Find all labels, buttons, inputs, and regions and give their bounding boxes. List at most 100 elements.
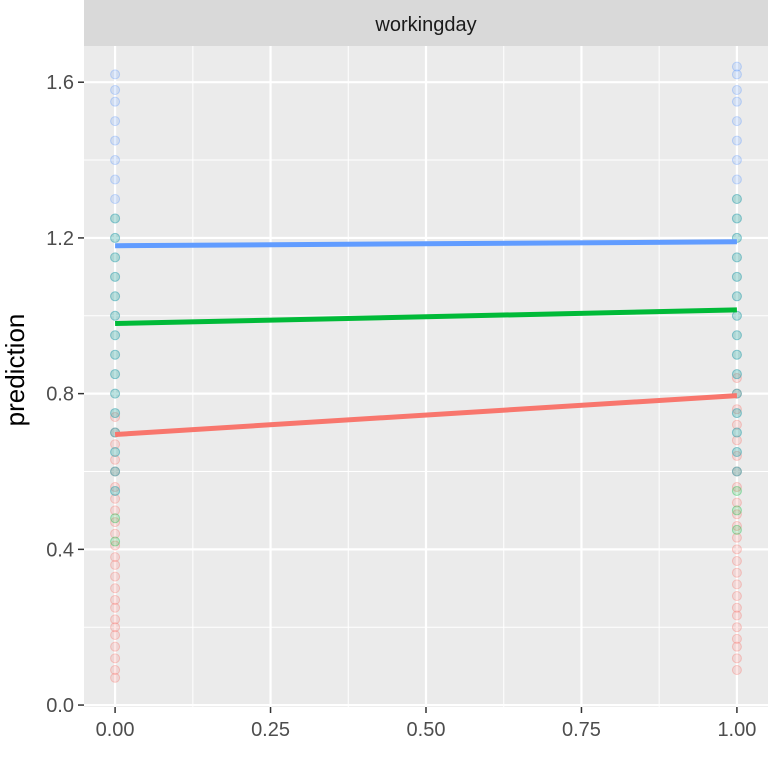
- scatter-point: [731, 556, 742, 567]
- scatter-point: [731, 653, 742, 664]
- scatter-point: [731, 373, 742, 384]
- scatter-point: [110, 330, 121, 341]
- scatter-point: [731, 271, 742, 282]
- scatter-point: [731, 271, 742, 282]
- scatter-point: [731, 482, 742, 493]
- scatter-point: [110, 447, 121, 458]
- scatter-point: [110, 505, 121, 516]
- scatter-point: [731, 532, 742, 543]
- scatter-point: [731, 497, 742, 508]
- scatter-point: [110, 193, 121, 204]
- scatter-point: [731, 252, 742, 263]
- scatter-point: [110, 291, 121, 302]
- x-axis: 0.00 0.25 0.50 0.75 1.00: [96, 707, 756, 741]
- scatter-point: [731, 369, 742, 380]
- scatter-point: [110, 291, 121, 302]
- scatter-point: [110, 271, 121, 282]
- scatter-point: [731, 602, 742, 613]
- scatter-point: [110, 408, 121, 419]
- y-axis: 0.0 0.4 0.8 1.2 1.6: [46, 72, 84, 717]
- scatter-point: [731, 466, 742, 477]
- scatter-point: [110, 629, 121, 640]
- trend-line: [115, 307, 737, 327]
- scatter-point: [731, 252, 742, 263]
- scatter-point: [110, 349, 121, 360]
- x-tick-label: 0.50: [407, 719, 446, 741]
- major-gridlines: [84, 46, 768, 707]
- scatter-point: [110, 653, 121, 664]
- scatter-point: [110, 232, 121, 243]
- scatter-point: [731, 610, 742, 621]
- scatter-point: [110, 571, 121, 582]
- scatter-point: [731, 427, 742, 438]
- scatter-point: [731, 466, 742, 477]
- scatter-point: [731, 349, 742, 360]
- scatter-point: [110, 614, 121, 625]
- scatter-point: [731, 633, 742, 644]
- scatter-point: [110, 252, 121, 263]
- scatter-point: [110, 369, 121, 380]
- scatter-point: [731, 61, 742, 72]
- scatter-point: [731, 408, 742, 419]
- y-tick-label: 1.2: [46, 228, 74, 250]
- scatter-point: [731, 485, 742, 496]
- scatter-point: [110, 310, 121, 321]
- scatter-point: [731, 447, 742, 458]
- scatter-point: [110, 622, 121, 633]
- scatter-point: [731, 84, 742, 95]
- scatter-point: [110, 513, 121, 524]
- scatter-point: [731, 135, 742, 146]
- scatter-point: [731, 450, 742, 461]
- scatter-point: [731, 505, 742, 516]
- scatter-point: [731, 591, 742, 602]
- scatter-point: [110, 69, 121, 80]
- scatter-point: [110, 135, 121, 146]
- scatter-point: [110, 408, 121, 419]
- scatter-point: [731, 622, 742, 633]
- scatter-point: [110, 454, 121, 465]
- scatter-point: [110, 447, 121, 458]
- strip-background: [84, 0, 768, 46]
- scatter-point: [731, 404, 742, 415]
- scatter-point: [110, 388, 121, 399]
- scatter-point: [731, 520, 742, 531]
- scatter-point: [731, 96, 742, 107]
- scatter-point: [110, 252, 121, 263]
- scatter-point: [731, 69, 742, 80]
- scatter-point: [731, 155, 742, 166]
- y-tick-label: 0.4: [46, 539, 74, 561]
- scatter-point: [110, 271, 121, 282]
- scatter-points: [110, 61, 742, 683]
- x-tick-label: 0.00: [96, 719, 135, 741]
- scatter-point: [731, 193, 742, 204]
- scatter-point: [731, 408, 742, 419]
- x-tick-label: 0.25: [251, 719, 290, 741]
- scatter-point: [731, 544, 742, 555]
- scatter-point: [110, 411, 121, 422]
- scatter-point: [731, 509, 742, 520]
- scatter-point: [110, 174, 121, 185]
- scatter-point: [731, 579, 742, 590]
- scatter-point: [110, 485, 121, 496]
- scatter-point: [731, 310, 742, 321]
- scatter-point: [731, 291, 742, 302]
- y-tick-label: 0.0: [46, 695, 74, 717]
- scatter-point: [110, 466, 121, 477]
- scatter-point: [110, 369, 121, 380]
- scatter-point: [110, 232, 121, 243]
- scatter-point: [110, 641, 121, 652]
- facet-label: workingday: [374, 14, 476, 36]
- scatter-point: [110, 84, 121, 95]
- scatter-point: [731, 466, 742, 477]
- scatter-point: [110, 388, 121, 399]
- scatter-point: [110, 482, 121, 493]
- scatter-point: [110, 602, 121, 613]
- scatter-point: [110, 583, 121, 594]
- scatter-point: [731, 193, 742, 204]
- scatter-point: [110, 213, 121, 224]
- scatter-point: [110, 213, 121, 224]
- scatter-point: [110, 310, 121, 321]
- scatter-point: [731, 213, 742, 224]
- scatter-point: [731, 116, 742, 127]
